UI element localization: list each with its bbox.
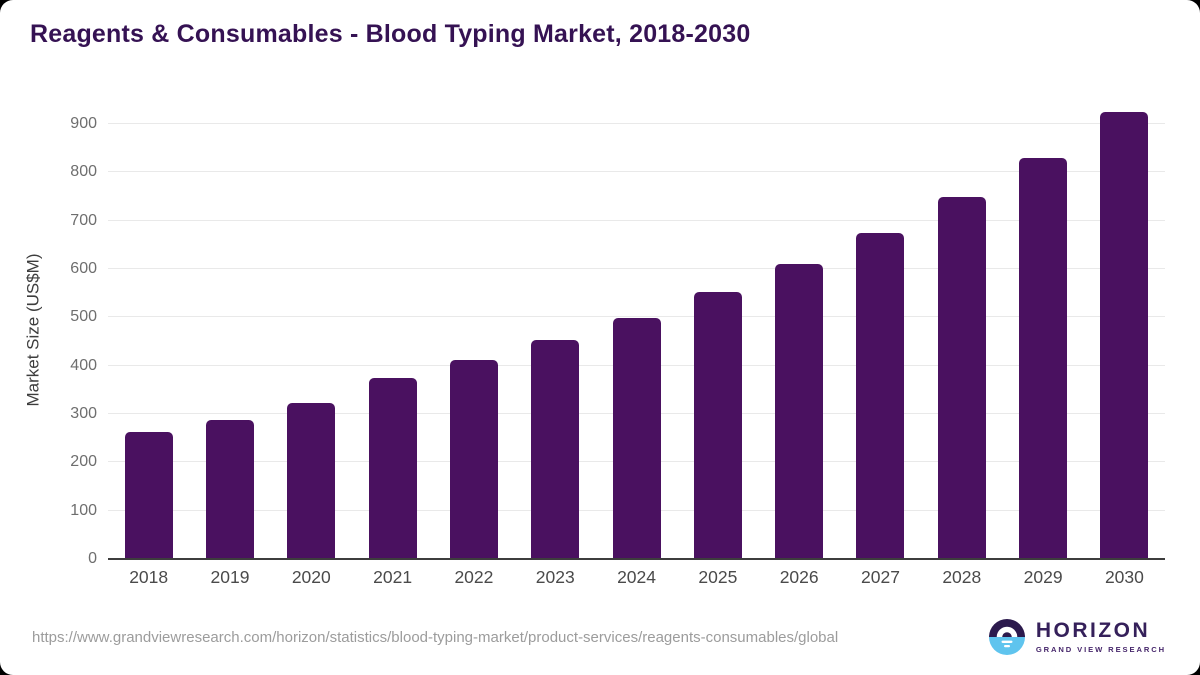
bar-2029 xyxy=(1019,157,1068,559)
bar-2027 xyxy=(856,232,905,559)
logo-subtitle: GRAND VIEW RESEARCH xyxy=(1035,644,1166,654)
bar-slot-2022 xyxy=(433,100,514,559)
bar-slot-2021 xyxy=(352,100,433,559)
y-tick-label-200: 200 xyxy=(70,453,97,471)
bar-slot-2027 xyxy=(840,100,921,559)
chart-title: Reagents & Consumables - Blood Typing Ma… xyxy=(30,20,751,48)
bar-2028 xyxy=(937,197,986,559)
bar-2023 xyxy=(531,339,580,559)
bar-slot-2018 xyxy=(108,100,189,559)
y-tick-label-900: 900 xyxy=(70,115,97,133)
gridline-800 xyxy=(108,171,1165,173)
x-axis-label-2029: 2029 xyxy=(1023,567,1063,587)
bar-2021 xyxy=(368,377,417,559)
y-tick-label-100: 100 xyxy=(70,501,97,519)
bar-slot-2025 xyxy=(677,100,758,559)
x-axis-label-2021: 2021 xyxy=(373,567,413,587)
y-tick-label-600: 600 xyxy=(70,260,97,278)
logo-name: HORIZON xyxy=(1035,619,1151,643)
gridline-600 xyxy=(108,268,1165,270)
bar-slot-2019 xyxy=(189,100,270,559)
bar-slot-2028 xyxy=(921,100,1002,559)
bars xyxy=(108,100,1165,559)
x-axis-label-2023: 2023 xyxy=(535,567,575,587)
bar-2019 xyxy=(205,419,254,559)
y-tick-label-0: 0 xyxy=(88,550,97,567)
x-axis-label-2024: 2024 xyxy=(617,567,656,587)
bar-slot-2023 xyxy=(515,100,596,559)
bar-2026 xyxy=(775,263,824,559)
bar-2030 xyxy=(1100,111,1149,559)
y-tick-label-700: 700 xyxy=(70,211,97,229)
bar-2025 xyxy=(693,291,742,559)
bar-2024 xyxy=(612,317,661,559)
horizon-sunrise-icon xyxy=(988,619,1025,655)
x-axis-label-2022: 2022 xyxy=(454,567,494,587)
x-axis-label-2027: 2027 xyxy=(861,567,900,587)
y-tick-labels: 0 100 200 300 400 500 600 700 800 900 xyxy=(0,100,97,567)
horizon-logo: HORIZON GRAND VIEW RESEARCH xyxy=(988,618,1166,656)
bar-slot-2020 xyxy=(271,100,352,559)
bar-slot-2029 xyxy=(1002,100,1083,559)
x-axis-label-2028: 2028 xyxy=(942,567,982,587)
x-axis-label-2020: 2020 xyxy=(291,567,331,587)
x-axis-labels: 2018 2019 2020 2021 2022 2023 2024 2025 2026 2027… xyxy=(108,567,1165,588)
x-axis-label-2030: 2030 xyxy=(1104,567,1144,587)
bar-2020 xyxy=(287,402,336,559)
bar-slot-2026 xyxy=(759,100,840,559)
gridline-700 xyxy=(108,219,1165,221)
gridline-500 xyxy=(108,316,1165,318)
bar-slot-2030 xyxy=(1084,100,1165,559)
x-axis-label-2025: 2025 xyxy=(698,567,738,587)
bar-2018 xyxy=(124,432,173,559)
bar-2022 xyxy=(449,359,498,559)
y-tick-label-800: 800 xyxy=(70,163,97,181)
x-axis-line xyxy=(108,558,1165,560)
x-axis-label-2018: 2018 xyxy=(129,567,169,587)
footer: https://www.grandviewresearch.com/horizo… xyxy=(32,611,1166,663)
y-tick-label-400: 400 xyxy=(70,356,97,374)
y-tick-label-300: 300 xyxy=(70,405,97,423)
y-tick-label-500: 500 xyxy=(70,308,97,326)
gridline-900 xyxy=(108,123,1165,125)
logo-text: HORIZON GRAND VIEW RESEARCH xyxy=(1035,619,1166,654)
plot-area xyxy=(108,100,1165,560)
x-axis-label-2026: 2026 xyxy=(779,567,819,587)
bar-slot-2024 xyxy=(596,100,677,559)
source-url: https://www.grandviewresearch.com/horizo… xyxy=(32,628,839,646)
x-axis-label-2019: 2019 xyxy=(210,567,250,587)
